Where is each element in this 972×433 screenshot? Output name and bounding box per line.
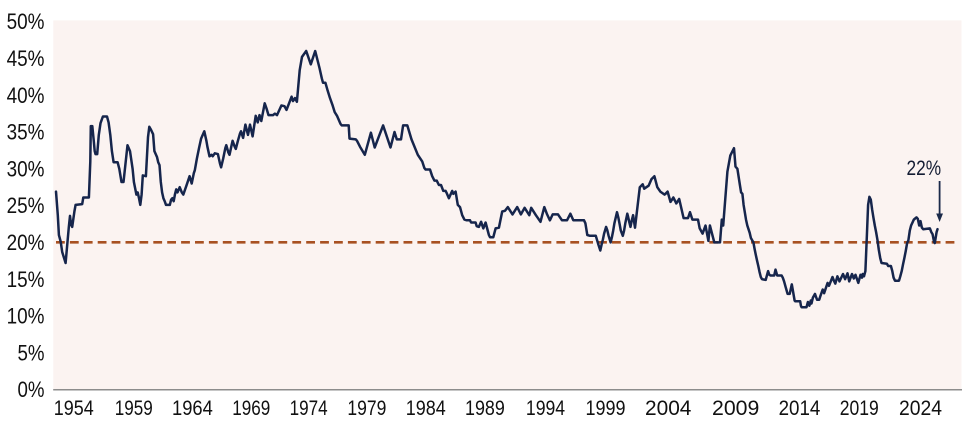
svg-text:5%: 5%	[18, 340, 45, 365]
svg-text:50%: 50%	[7, 9, 45, 34]
svg-text:1969: 1969	[232, 397, 270, 420]
svg-text:1999: 1999	[586, 397, 626, 420]
svg-text:1974: 1974	[290, 397, 328, 420]
svg-text:1959: 1959	[115, 397, 153, 420]
svg-text:0%: 0%	[18, 377, 45, 402]
svg-text:2009: 2009	[712, 397, 759, 420]
svg-text:2024: 2024	[899, 397, 942, 420]
svg-text:2004: 2004	[645, 397, 692, 420]
svg-text:1979: 1979	[347, 397, 386, 420]
svg-text:1989: 1989	[465, 397, 505, 420]
svg-text:2019: 2019	[840, 397, 879, 420]
svg-text:15%: 15%	[7, 267, 45, 292]
svg-text:40%: 40%	[7, 83, 45, 108]
svg-text:25%: 25%	[7, 193, 45, 218]
svg-text:22%: 22%	[907, 157, 942, 180]
svg-text:20%: 20%	[7, 230, 45, 255]
svg-text:2014: 2014	[779, 397, 821, 420]
svg-text:30%: 30%	[7, 156, 45, 181]
svg-text:1984: 1984	[406, 397, 446, 420]
svg-text:35%: 35%	[7, 120, 45, 145]
svg-text:45%: 45%	[7, 46, 45, 71]
svg-text:1964: 1964	[172, 397, 213, 420]
svg-text:1954: 1954	[54, 397, 94, 420]
svg-text:10%: 10%	[7, 304, 45, 329]
svg-text:1994: 1994	[526, 397, 565, 420]
